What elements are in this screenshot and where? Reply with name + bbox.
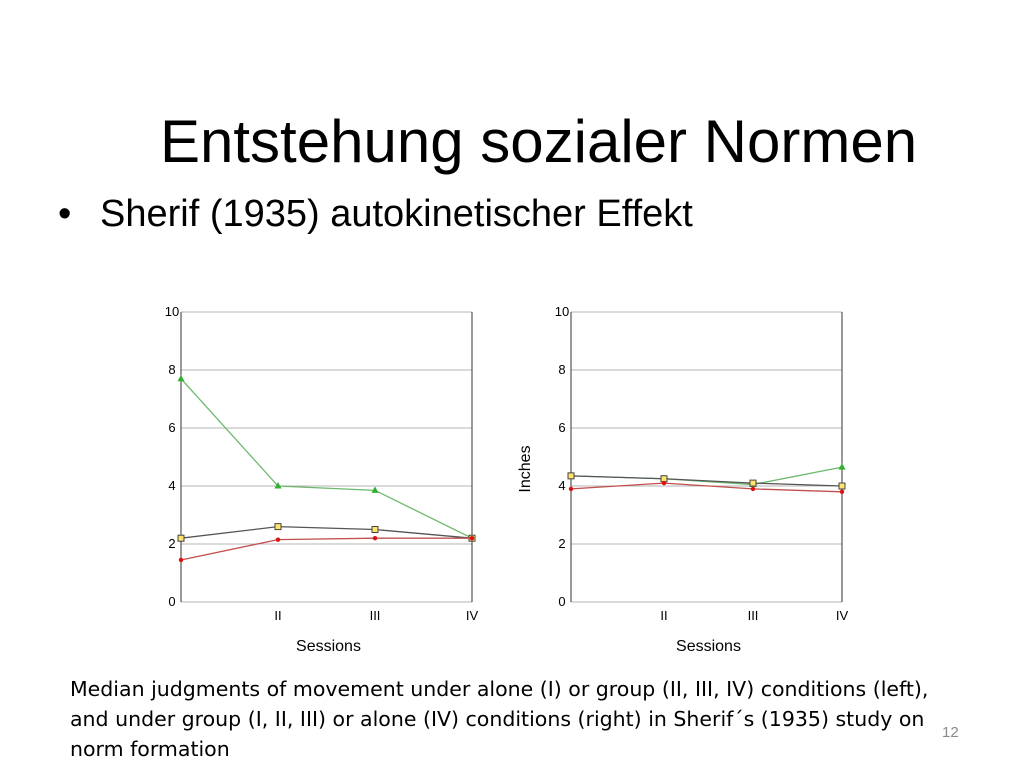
- series-line-green: [180, 378, 473, 539]
- bullet-text: Sherif (1935) autokinetischer Effekt: [100, 193, 693, 235]
- y-tick-label: 2: [558, 536, 565, 551]
- y-tick-label: 8: [168, 362, 175, 377]
- data-point-triangle: [177, 374, 185, 382]
- data-point-circle: [469, 536, 475, 541]
- data-point-square: [371, 526, 379, 533]
- data-point-triangle: [371, 486, 379, 493]
- y-tick-label: 6: [168, 420, 175, 435]
- y-tick-label: 0: [558, 594, 565, 609]
- x-tick-label: IV: [836, 608, 849, 623]
- y-tick-label: 0: [168, 594, 175, 609]
- data-point-square: [749, 479, 757, 487]
- page-number: 12: [942, 724, 959, 741]
- bullet-icon: •: [58, 193, 72, 235]
- y-tick-label: 4: [558, 478, 565, 493]
- figure-caption: Median judgments of movement under alone…: [70, 677, 929, 761]
- data-point-circle: [372, 536, 378, 541]
- series-line-red: [570, 482, 843, 493]
- data-point-circle: [839, 489, 845, 494]
- data-point-square: [177, 534, 185, 542]
- data-point-triangle: [274, 482, 282, 489]
- data-point-circle: [750, 486, 756, 492]
- x-axis-label: Sessions: [296, 638, 361, 655]
- series-line-gray: [180, 525, 473, 539]
- data-point-square: [567, 472, 575, 480]
- y-tick-label: 2: [168, 536, 175, 551]
- data-point-circle: [178, 557, 184, 563]
- y-tick-label: 8: [558, 362, 565, 377]
- x-tick-label: IV: [466, 608, 479, 623]
- data-point-square: [660, 475, 668, 483]
- y-tick-label: 10: [165, 304, 179, 319]
- series-line-green: [570, 466, 843, 486]
- x-tick-label: II: [274, 608, 281, 623]
- y-tick-label: 4: [168, 478, 175, 493]
- slide-title: Entstehung sozialer Normen: [160, 108, 918, 175]
- x-tick-label: III: [748, 608, 759, 623]
- y-axis-label: Inches: [517, 445, 534, 492]
- data-point-circle: [275, 537, 281, 542]
- y-tick-label: 10: [555, 304, 569, 319]
- data-point-square: [838, 482, 846, 490]
- series-line-red: [180, 537, 472, 561]
- x-axis-label: Sessions: [676, 638, 741, 655]
- x-tick-label: II: [660, 608, 667, 623]
- data-point-circle: [568, 486, 574, 492]
- bullet-point: • Sherif (1935) autokinetischer Effekt: [58, 190, 693, 238]
- data-point-square: [274, 523, 282, 531]
- x-tick-label: III: [370, 608, 381, 623]
- data-point-circle: [661, 480, 667, 486]
- y-tick-label: 6: [558, 420, 565, 435]
- data-point-triangle: [838, 463, 846, 470]
- series-line-gray: [570, 475, 843, 487]
